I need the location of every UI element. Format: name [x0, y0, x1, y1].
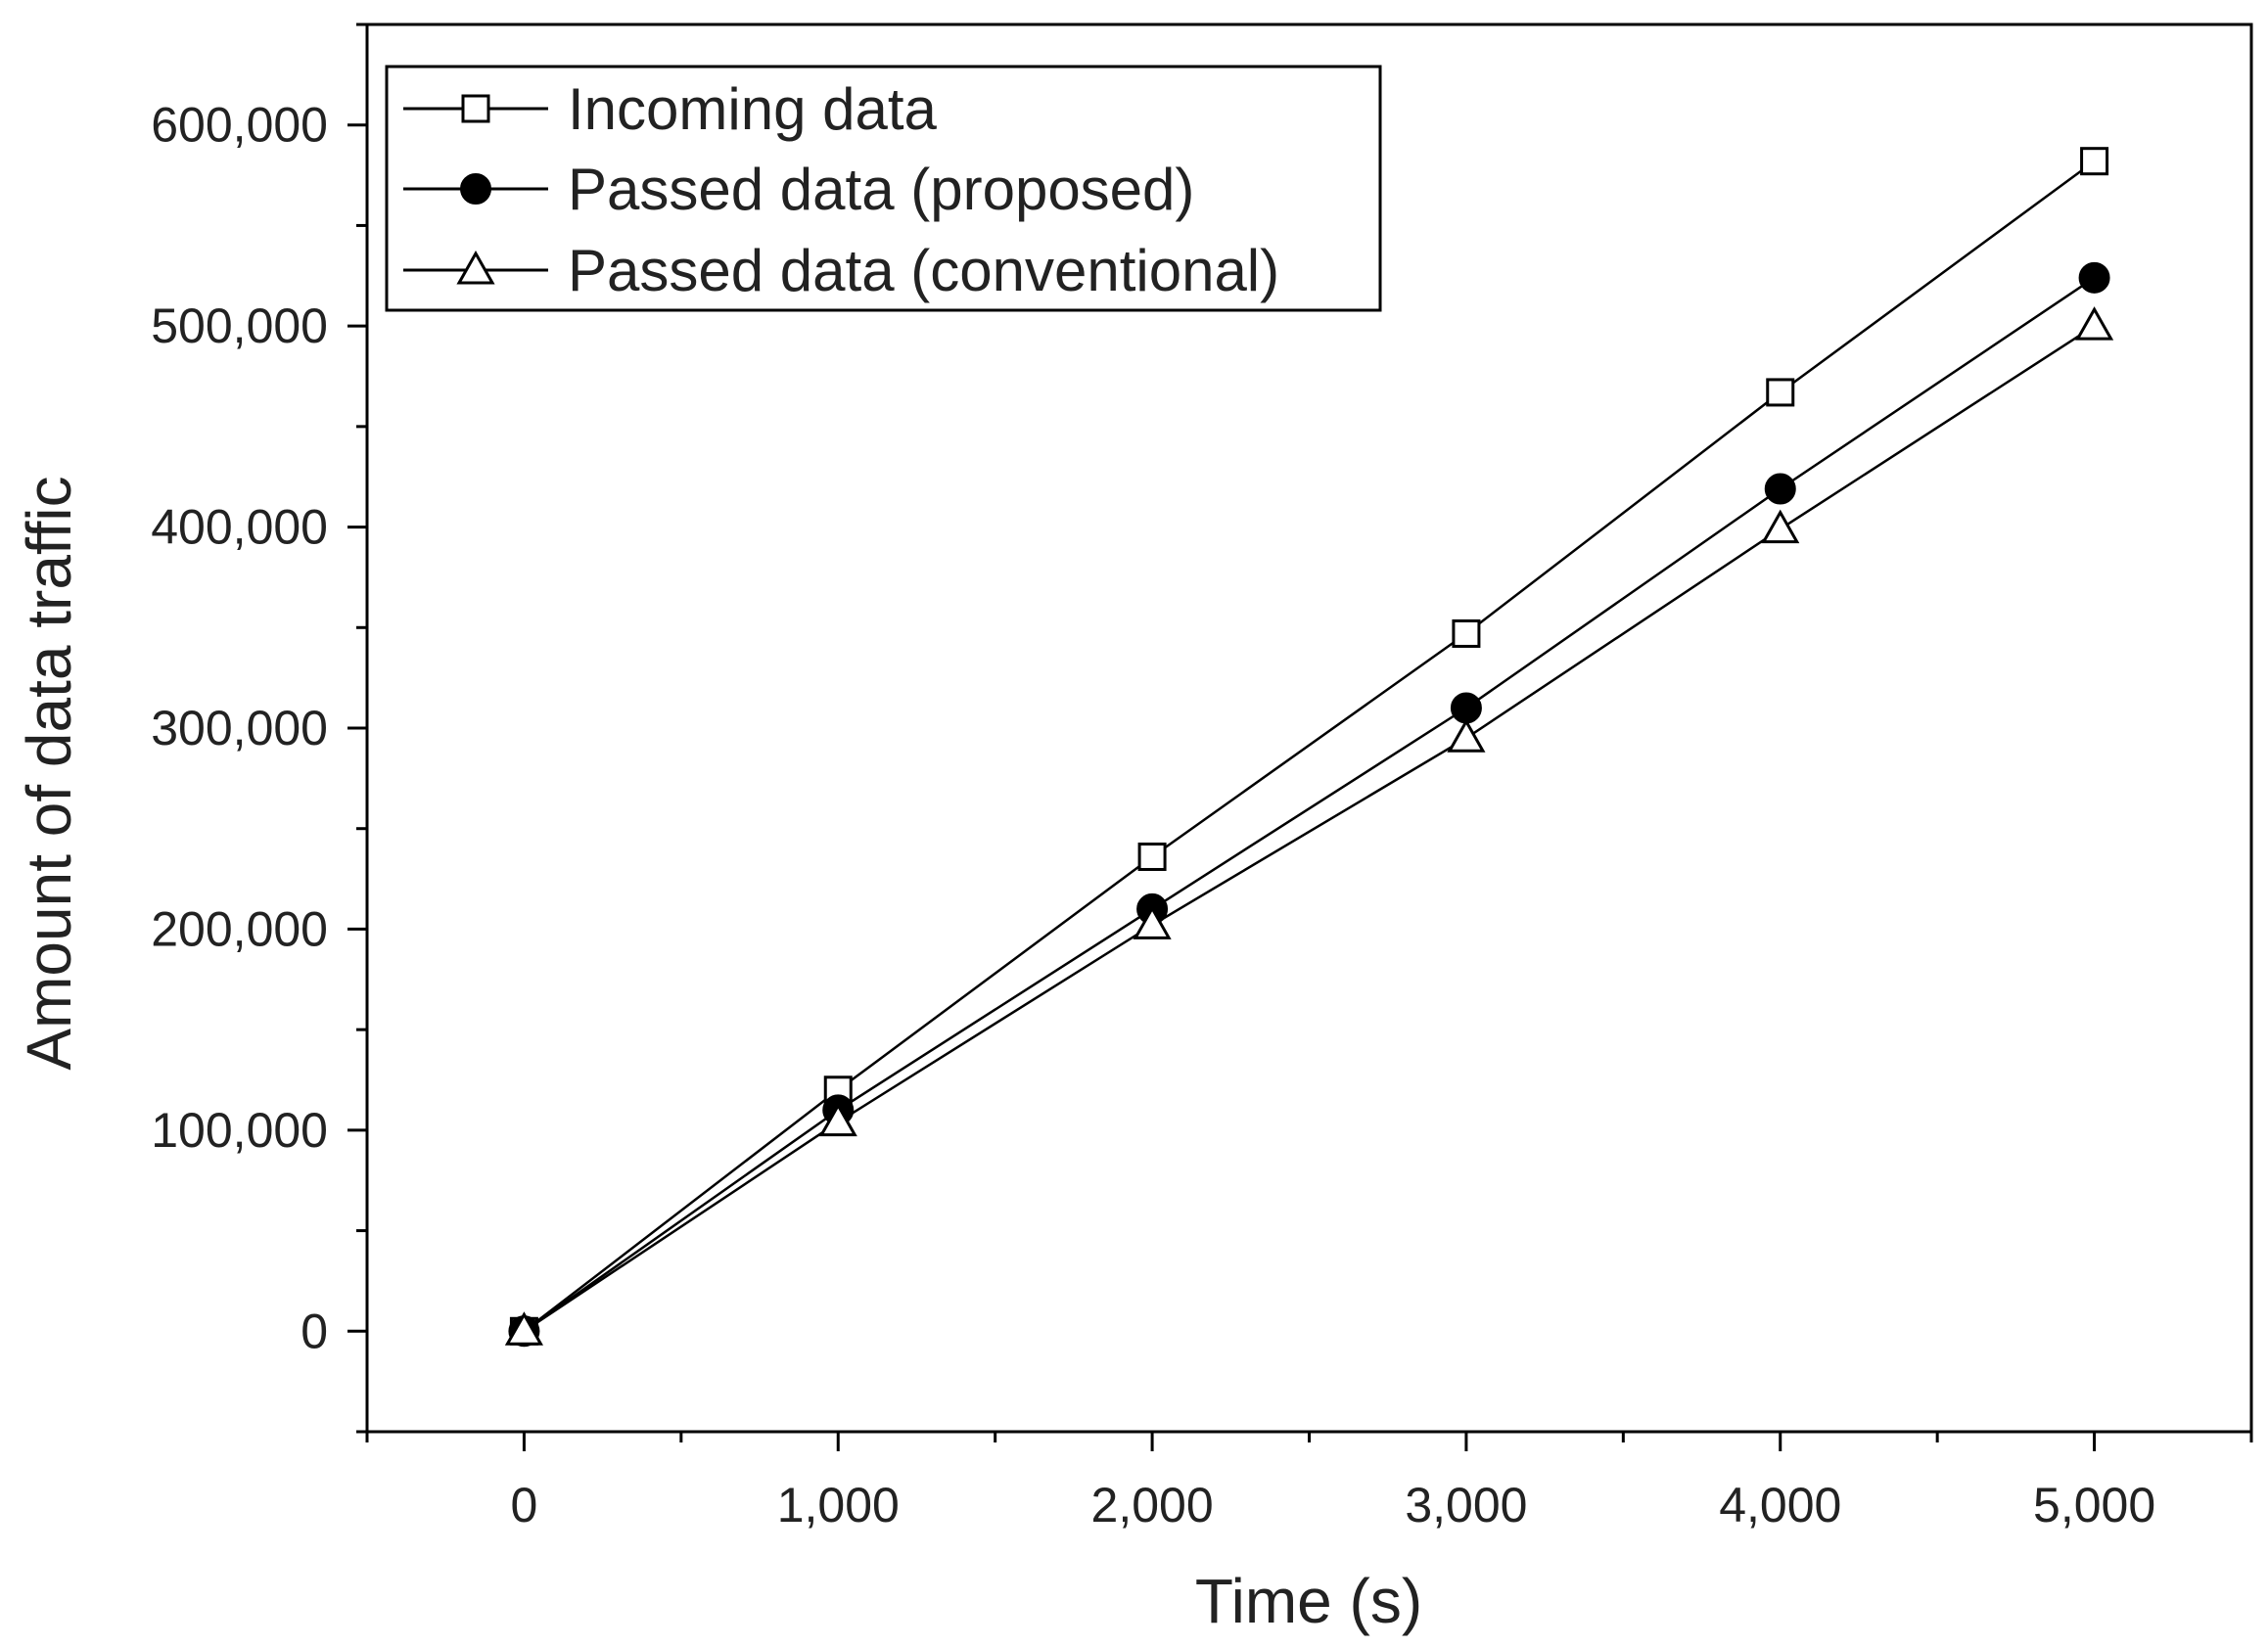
series-3	[504, 306, 2114, 1346]
data-point	[2078, 261, 2110, 294]
legend-marker	[456, 250, 495, 285]
legend-label: Passed data (proposed)	[568, 157, 1194, 222]
data-point	[504, 1311, 543, 1346]
data-point	[1452, 618, 1481, 648]
data-point	[1761, 509, 1800, 544]
series-1	[509, 147, 2109, 1346]
legend-box	[385, 65, 1382, 312]
series-2	[508, 261, 2110, 1348]
data-point	[1766, 378, 1795, 407]
y-axis: 0 100,000 200,000 300,000 400,000 500,000 600,…	[151, 23, 367, 1434]
y-tick-label: 500,000	[151, 298, 328, 353]
x-tick-label: 0	[511, 1478, 538, 1533]
legend-label: Incoming data	[568, 76, 938, 142]
series-layer	[504, 147, 2114, 1348]
x-tick-label: 5,000	[2033, 1478, 2155, 1533]
y-axis-title: Amount of data traffic	[14, 476, 84, 1070]
y-tick-label: 0	[301, 1304, 328, 1358]
data-point	[2080, 147, 2109, 176]
x-axis: 0 1,000 2,000 3,000 4,000 5,000	[365, 1432, 2253, 1533]
x-tick-label: 3,000	[1405, 1478, 1527, 1533]
data-point	[1133, 905, 1172, 939]
data-point	[2075, 306, 2114, 341]
data-point	[818, 1102, 857, 1137]
y-tick-label: 400,000	[151, 500, 328, 555]
x-axis-title: Time (s)	[1195, 1566, 1422, 1636]
y-tick-label: 300,000	[151, 701, 328, 755]
y-tick-label: 100,000	[151, 1103, 328, 1158]
series-line	[523, 276, 2096, 1333]
legend: Incoming data Passed data (proposed) Passe…	[385, 65, 1382, 312]
series-line	[523, 325, 2096, 1333]
data-point	[1450, 692, 1482, 724]
y-tick-label: 600,000	[151, 98, 328, 153]
data-point	[1447, 718, 1486, 753]
legend-label: Passed data (conventional)	[568, 238, 1279, 303]
x-tick-label: 2,000	[1091, 1478, 1214, 1533]
data-point	[1137, 842, 1167, 871]
legend-marker	[461, 94, 490, 123]
x-tick-label: 4,000	[1719, 1478, 1841, 1533]
y-tick-label: 200,000	[151, 901, 328, 956]
legend-marker	[460, 173, 491, 205]
data-point	[1764, 473, 1796, 505]
series-line	[523, 160, 2096, 1333]
x-tick-label: 1,000	[777, 1478, 900, 1533]
